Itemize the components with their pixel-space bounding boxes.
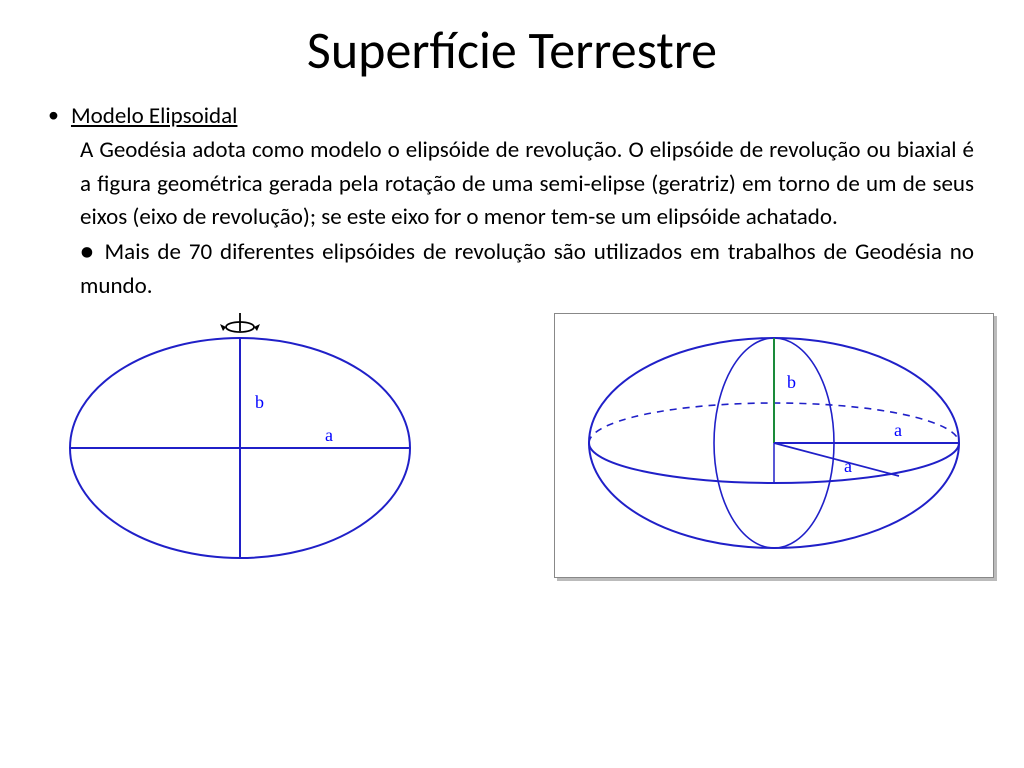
label-a-3d-2: a [844, 456, 852, 476]
ellipsoid-3d-svg: b a a [559, 318, 989, 568]
diagram-3d-ellipsoid: b a a [554, 313, 994, 578]
rotation-arrow-icon [220, 313, 260, 332]
paragraph-1: A Geodésia adota como modelo o elipsóide… [80, 134, 974, 234]
label-b: b [255, 392, 264, 412]
bullet-item: • Modelo Elipsoidal [50, 100, 974, 132]
page-title: Superfície Terrestre [0, 0, 1024, 92]
slide: Superfície Terrestre • Modelo Elipsoidal… [0, 0, 1024, 768]
bullet-icon: • [48, 100, 59, 131]
diagram-2d-ellipse: b a [60, 313, 440, 588]
paragraph-2: ● Mais de 70 diferentes elipsóides de re… [80, 236, 974, 303]
axis-a-oblique [774, 443, 899, 476]
label-b-3d: b [787, 372, 796, 392]
ellipse-2d-svg: b a [60, 313, 440, 583]
content-area: • Modelo Elipsoidal A Geodésia adota com… [0, 92, 1024, 303]
diagram-row: b a b [0, 303, 1024, 588]
subtitle: Modelo Elipsoidal [71, 100, 237, 132]
label-a: a [325, 425, 333, 445]
label-a-3d-1: a [894, 420, 902, 440]
